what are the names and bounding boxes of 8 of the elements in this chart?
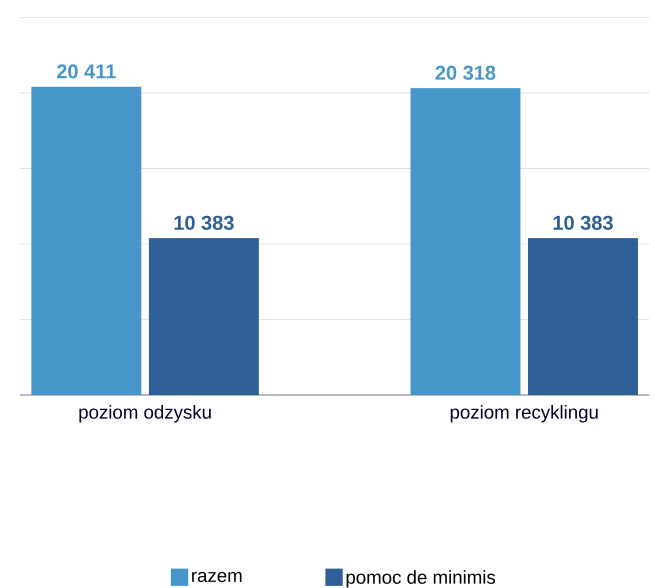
x-tick-label: poziom odzysku — [79, 405, 211, 422]
data-label: 20 318 — [436, 66, 496, 80]
data-label: 20 411 — [57, 64, 116, 78]
legend-label: razem — [192, 572, 242, 582]
legend-label: pomoc de minimis — [346, 570, 496, 588]
data-label: 10 383 — [174, 216, 234, 230]
data-label: 10 383 — [554, 216, 613, 230]
x-tick-label: poziom recyklingu — [450, 405, 598, 422]
